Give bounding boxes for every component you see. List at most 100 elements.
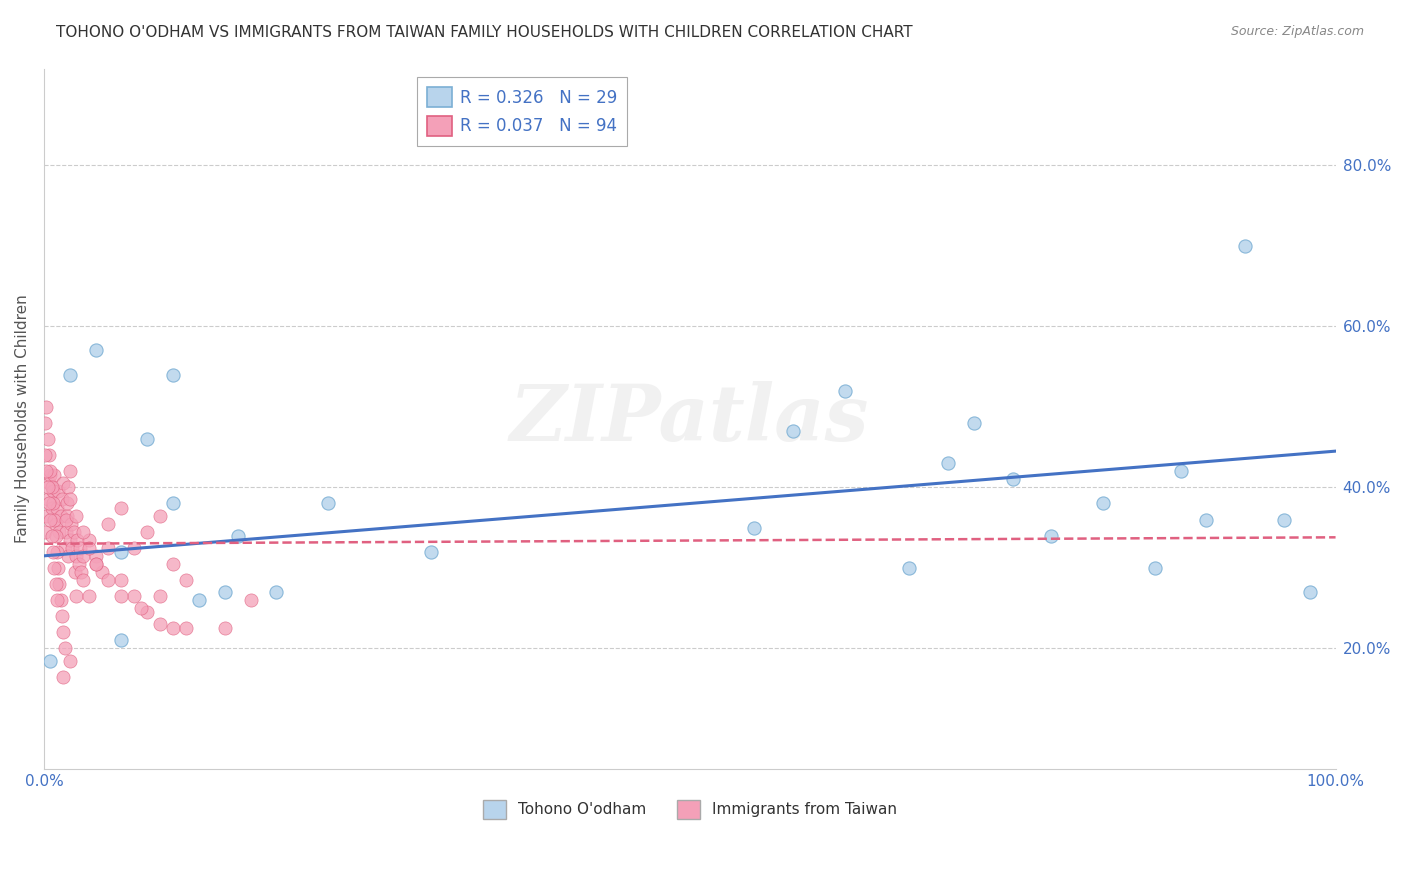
Point xyxy=(41,500,63,515)
Point xyxy=(110,573,132,587)
Point xyxy=(59,368,82,382)
Point xyxy=(65,549,87,563)
Point xyxy=(56,496,79,510)
Point xyxy=(174,573,197,587)
Point xyxy=(35,464,58,478)
Point xyxy=(110,633,132,648)
Point xyxy=(936,456,959,470)
Point xyxy=(38,496,60,510)
Point xyxy=(97,573,120,587)
Point xyxy=(42,496,65,510)
Point xyxy=(226,529,249,543)
Point xyxy=(316,496,339,510)
Point xyxy=(742,521,765,535)
Point xyxy=(45,593,67,607)
Point xyxy=(214,585,236,599)
Point xyxy=(34,416,56,430)
Point xyxy=(39,468,62,483)
Point xyxy=(97,516,120,531)
Point xyxy=(44,468,66,483)
Point xyxy=(44,516,66,531)
Point xyxy=(110,500,132,515)
Point xyxy=(84,549,107,563)
Point xyxy=(72,524,94,539)
Point xyxy=(58,549,80,563)
Point xyxy=(49,508,72,523)
Text: ZIPatlas: ZIPatlas xyxy=(510,381,869,458)
Point xyxy=(963,416,986,430)
Point xyxy=(42,484,65,499)
Point xyxy=(1001,472,1024,486)
Point xyxy=(52,476,75,491)
Point xyxy=(51,492,73,507)
Point xyxy=(239,593,262,607)
Point xyxy=(60,516,83,531)
Point xyxy=(44,529,66,543)
Point xyxy=(124,541,146,555)
Point xyxy=(129,601,152,615)
Point xyxy=(91,565,114,579)
Point xyxy=(59,654,82,668)
Point xyxy=(37,480,59,494)
Point xyxy=(162,496,184,510)
Point xyxy=(72,549,94,563)
Point xyxy=(35,508,58,523)
Point xyxy=(58,480,80,494)
Point xyxy=(59,492,82,507)
Point xyxy=(44,577,66,591)
Point xyxy=(53,541,76,555)
Point xyxy=(1040,529,1063,543)
Point xyxy=(149,508,172,523)
Point xyxy=(149,589,172,603)
Point xyxy=(59,533,82,547)
Point xyxy=(38,476,60,491)
Point xyxy=(59,464,82,478)
Point xyxy=(52,670,75,684)
Point xyxy=(34,448,56,462)
Point xyxy=(136,605,159,619)
Point xyxy=(51,609,73,624)
Point xyxy=(55,524,77,539)
Point xyxy=(149,617,172,632)
Point xyxy=(1170,464,1192,478)
Text: TOHONO O'ODHAM VS IMMIGRANTS FROM TAIWAN FAMILY HOUSEHOLDS WITH CHILDREN CORRELA: TOHONO O'ODHAM VS IMMIGRANTS FROM TAIWAN… xyxy=(56,25,912,40)
Point xyxy=(84,557,107,571)
Point xyxy=(39,654,62,668)
Point xyxy=(97,541,120,555)
Point xyxy=(35,400,58,414)
Point xyxy=(174,621,197,635)
Point xyxy=(49,593,72,607)
Point xyxy=(53,641,76,656)
Point xyxy=(63,565,86,579)
Point xyxy=(77,533,100,547)
Point xyxy=(56,508,79,523)
Point xyxy=(162,557,184,571)
Point xyxy=(1299,585,1322,599)
Point xyxy=(1092,496,1115,510)
Point xyxy=(77,589,100,603)
Point xyxy=(65,589,87,603)
Point xyxy=(42,545,65,559)
Point xyxy=(52,625,75,640)
Point xyxy=(37,432,59,446)
Point xyxy=(162,621,184,635)
Point xyxy=(69,541,91,555)
Point xyxy=(110,545,132,559)
Point xyxy=(77,541,100,555)
Point xyxy=(46,561,69,575)
Point xyxy=(48,524,70,539)
Point xyxy=(898,561,921,575)
Point xyxy=(420,545,443,559)
Point xyxy=(46,484,69,499)
Point xyxy=(41,480,63,494)
Point xyxy=(84,343,107,358)
Point xyxy=(62,524,84,539)
Text: Source: ZipAtlas.com: Source: ZipAtlas.com xyxy=(1230,25,1364,38)
Point xyxy=(84,557,107,571)
Point xyxy=(41,529,63,543)
Point xyxy=(45,500,67,515)
Point xyxy=(44,561,66,575)
Point xyxy=(1234,238,1257,252)
Y-axis label: Family Households with Children: Family Households with Children xyxy=(15,294,30,543)
Point xyxy=(39,513,62,527)
